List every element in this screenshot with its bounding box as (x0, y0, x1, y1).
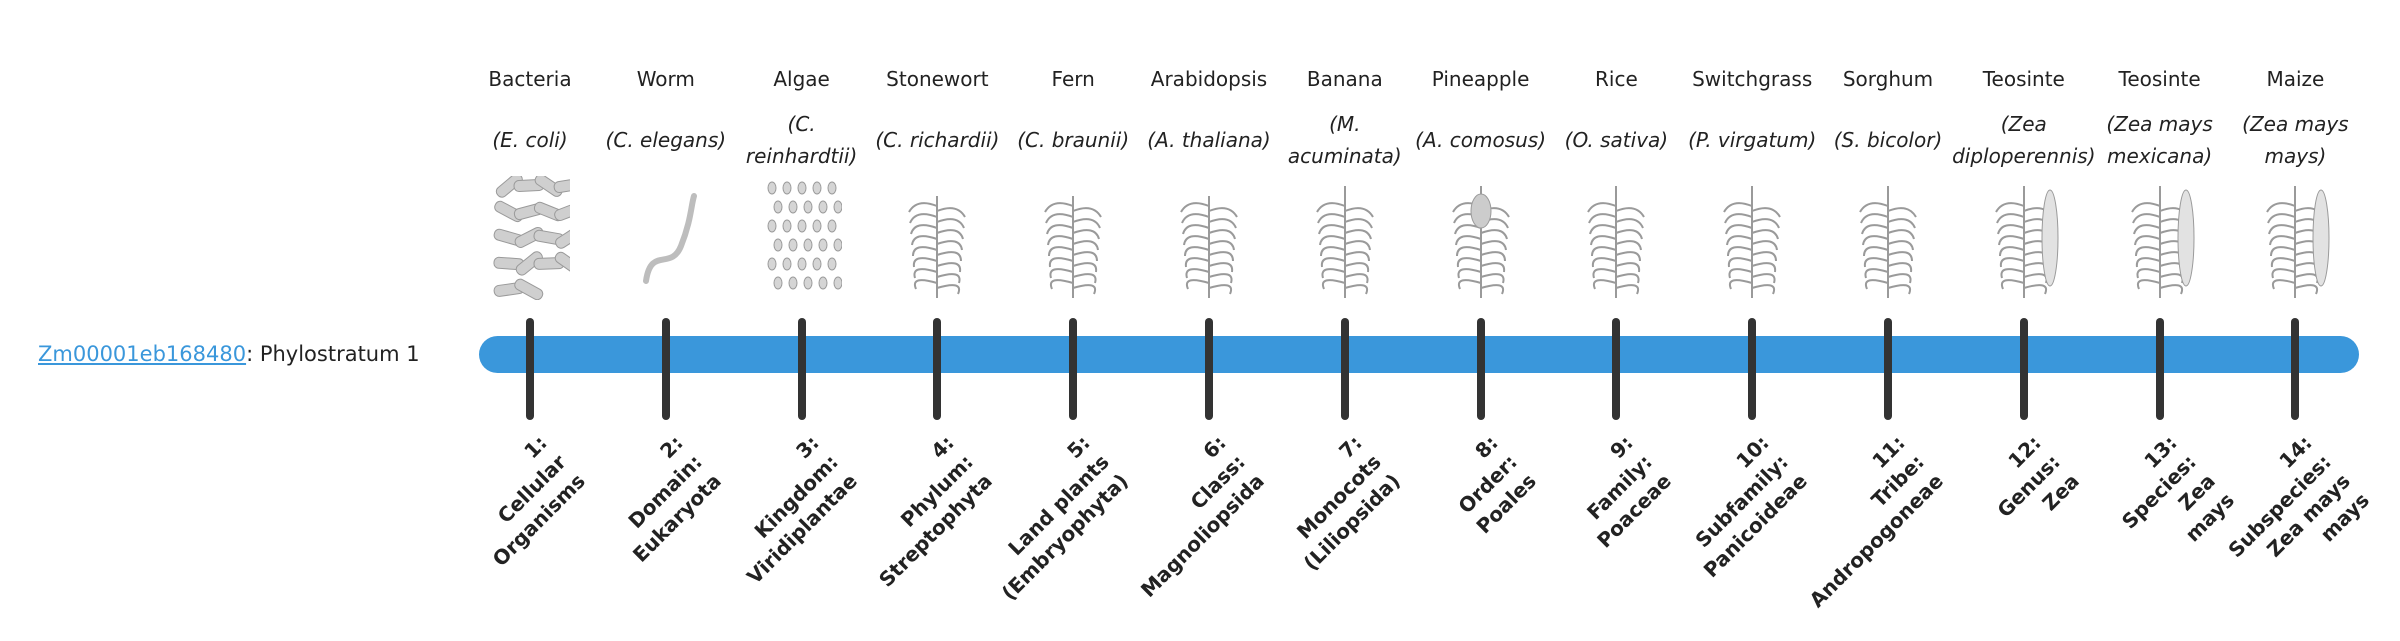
gene-phylostratum-label: Zm00001eb168480: Phylostratum 1 (38, 338, 420, 370)
algae-illustration-icon (762, 176, 843, 300)
organism-common-name: Fern (1051, 67, 1095, 91)
stratum-rank-label: 8: Order: Poales (1350, 430, 1542, 622)
organism-scientific-name: (P. virgatum) (1683, 108, 1821, 172)
scientific-name-text: (M. acuminata) (1287, 112, 1402, 168)
organism-common-name: Sorghum (1842, 67, 1934, 91)
teosinte-illustration-icon (1984, 176, 2064, 300)
organism-scientific-name: (O. sativa) (1547, 108, 1685, 172)
stratum-rank-label: 12: Genus: Zea (1893, 430, 2085, 622)
phylostratum-bar (479, 336, 2359, 373)
scientific-name-text: (C. elegans) (605, 128, 727, 152)
scientific-name-text: (C. richardii) (875, 128, 1000, 152)
scientific-name-text: (S. bicolor) (1833, 128, 1943, 152)
organism-common-name: Teosinte (1982, 67, 2065, 91)
stratum-tick (797, 318, 806, 420)
banana-illustration-icon (1305, 176, 1385, 300)
organism-scientific-name: (Zea diploperennis) (1952, 108, 2096, 172)
stratum-rank-label: 6: Class: Magnoliopsida (1079, 430, 1271, 622)
scientific-name-text: (A. comosus) (1415, 128, 1547, 152)
scientific-name-text: (Zea mays mexicana) (2106, 112, 2213, 168)
stratum-tick (2019, 318, 2028, 420)
scientific-name-text: (C. braunii) (1017, 128, 1130, 152)
scientific-name-text: (P. virgatum) (1688, 128, 1817, 152)
organism-common-name: Bacteria (488, 67, 572, 91)
organism-scientific-name: (M. acuminata) (1276, 108, 1414, 172)
scientific-name-text: (O. sativa) (1564, 128, 1669, 152)
organism-scientific-name: (C. reinhardtii) (733, 108, 871, 172)
bacteria-illustration-icon (490, 173, 585, 301)
organism-scientific-name: (A. thaliana) (1140, 108, 1278, 172)
stratum-tick (526, 318, 534, 420)
switchgrass-illustration-icon (1712, 176, 1792, 300)
stratum-tick (1884, 318, 1892, 420)
stratum-rank-label: 4: Phylum: Streptophyta (807, 430, 999, 622)
organism-scientific-name: (C. richardii) (868, 108, 1006, 172)
pineapple-illustration-icon (1441, 176, 1521, 300)
stratum-rank-label: 7: Monocots (Liliopsida) (1214, 430, 1406, 622)
organism-common-name: Banana (1306, 67, 1383, 91)
stratum-rank-label: 11: Tribe: Andropogoneae (1758, 430, 1950, 622)
scientific-name-text: (E. coli) (492, 128, 568, 152)
organism-scientific-name: (C. elegans) (597, 108, 735, 172)
stratum-tick (1612, 318, 1621, 420)
stratum-rank-label: 9: Family: Poaceae (1486, 430, 1678, 622)
stratum-tick (2291, 318, 2300, 420)
stratum-tick (661, 318, 670, 420)
phylostratum-text: : Phylostratum 1 (246, 342, 420, 366)
organism-scientific-name: (A. comosus) (1412, 108, 1550, 172)
stratum-rank-label: 5: Land plants (Embryophyta) (943, 430, 1135, 622)
fern-illustration-icon (1033, 176, 1113, 300)
organism-common-name: Rice (1595, 67, 1638, 91)
stratum-rank-label: 14: Subspecies: Zea mays mays (2165, 430, 2376, 641)
scientific-name-text: (A. thaliana) (1147, 128, 1271, 152)
organism-common-name: Worm (636, 67, 695, 91)
stratum-tick (2155, 318, 2164, 420)
organism-scientific-name: (S. bicolor) (1819, 108, 1957, 172)
stratum-tick (1340, 318, 1349, 420)
organism-common-name: Stonewort (886, 67, 989, 91)
organism-scientific-name: (Zea mays mexicana) (2091, 108, 2229, 172)
organism-common-name: Algae (773, 67, 830, 91)
stratum-rank-label: 1: Cellular Organisms (400, 430, 592, 622)
organism-common-name: Switchgrass (1692, 67, 1813, 91)
organism-common-name: Teosinte (2118, 67, 2201, 91)
worm-illustration-icon (626, 176, 706, 300)
organism-common-name: Maize (2266, 67, 2325, 91)
organism-common-name: Arabidopsis (1150, 67, 1268, 91)
scientific-name-text: (Zea mays mays) (2242, 112, 2349, 168)
scientific-name-text: (C. reinhardtii) (745, 112, 858, 168)
stonewort-illustration-icon (897, 176, 977, 300)
stratum-rank-label: 10: Subfamily: Panicoideae (1622, 430, 1814, 622)
maize-illustration-icon (2255, 176, 2335, 300)
organism-common-name: Pineapple (1431, 67, 1530, 91)
gene-id-link[interactable]: Zm00001eb168480 (38, 342, 247, 366)
scientific-name-text: (Zea diploperennis) (1952, 112, 2096, 168)
stratum-tick (1205, 318, 1213, 420)
stratum-rank-label: 2: Domain: Eukaryota (535, 430, 727, 622)
stratum-tick (933, 318, 942, 420)
stratum-tick (1069, 318, 1078, 420)
organism-scientific-name: (C. braunii) (1004, 108, 1142, 172)
sorghum-illustration-icon (1848, 176, 1928, 300)
stratum-rank-label: 3: Kingdom: Viridiplantae (671, 430, 863, 622)
stratum-tick (1476, 318, 1485, 420)
teosinte-mexicana-illustration-icon (2120, 176, 2200, 300)
stratum-tick (1748, 318, 1757, 420)
organism-scientific-name: (E. coli) (461, 108, 599, 172)
rice-illustration-icon (1576, 176, 1656, 300)
organism-scientific-name: (Zea mays mays) (2226, 108, 2364, 172)
arabidopsis-illustration-icon (1169, 176, 1249, 300)
